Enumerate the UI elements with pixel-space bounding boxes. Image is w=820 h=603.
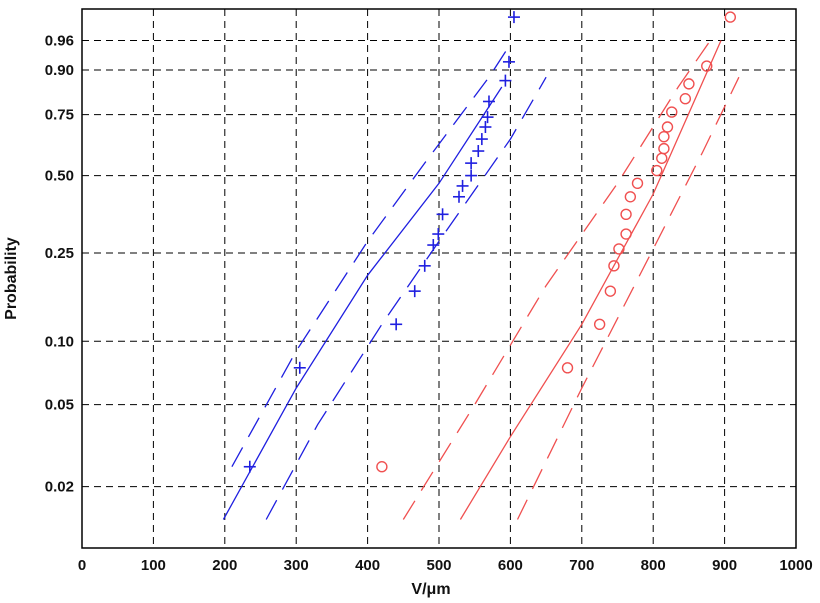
plus-marker: [465, 157, 478, 170]
y-tick-label: 0.10: [45, 333, 74, 350]
plus-marker: [481, 111, 494, 124]
circle-marker: [661, 121, 674, 133]
x-tick-label: 0: [78, 557, 86, 574]
x-tick-label: 800: [641, 557, 666, 574]
y-axis-title: Probability: [3, 237, 20, 320]
circle-marker: [701, 60, 713, 72]
circle-marker: [724, 11, 737, 23]
x-tick-label: 200: [212, 557, 237, 574]
circle-marker: [656, 152, 668, 164]
circle-marker: [666, 106, 678, 118]
plus-marker: [475, 133, 488, 146]
fit-line: [222, 86, 503, 520]
x-tick-labels: 0 100 200 300 400 500 600 700 800 900 1000: [78, 557, 813, 574]
circle-marker: [604, 285, 617, 297]
plus-marker: [293, 361, 306, 374]
plus-marker: [436, 208, 449, 221]
x-tick-label: 500: [426, 557, 451, 574]
circle-marker: [561, 362, 574, 374]
plus-marker: [427, 239, 440, 252]
circle-marker: [651, 164, 663, 177]
fit-line: [459, 40, 722, 520]
x-tick-label: 400: [355, 557, 380, 574]
y-tick-label: 0.25: [45, 245, 74, 262]
plus-marker: [432, 228, 445, 241]
x-tick-label: 900: [712, 557, 737, 574]
y-tick-labels: 0.02 0.05 0.10 0.25 0.50 0.75 0.90 0.96: [45, 33, 74, 496]
plus-marker: [482, 95, 495, 108]
y-tick-label: 0.75: [45, 107, 74, 124]
circle-marker: [658, 142, 670, 155]
circle-marker: [620, 208, 632, 221]
plus-marker: [465, 169, 478, 182]
x-tick-label: 700: [569, 557, 594, 574]
y-tick-label: 0.50: [45, 168, 74, 185]
fit-lines: [222, 40, 722, 520]
x-tick-label: 300: [284, 557, 309, 574]
data-points: [243, 11, 737, 473]
plus-marker: [243, 460, 256, 473]
circle-marker: [613, 243, 625, 255]
x-axis-title: V/μm: [411, 581, 450, 598]
x-tick-label: 100: [141, 557, 166, 574]
y-tick-label: 0.90: [45, 62, 74, 79]
confidence-bounds: [231, 40, 740, 520]
circle-marker: [679, 93, 692, 105]
circle-marker: [608, 260, 620, 272]
plus-marker: [499, 74, 512, 87]
circle-marker: [683, 78, 695, 90]
upper-bound-line: [402, 40, 711, 520]
grid: [82, 9, 796, 548]
y-tick-label: 0.96: [45, 33, 74, 50]
plus-marker: [472, 145, 485, 158]
x-tick-label: 600: [498, 557, 523, 574]
plus-marker: [390, 318, 403, 331]
lower-bound-line: [265, 76, 547, 520]
circle-marker: [620, 228, 632, 240]
plus-marker: [507, 11, 520, 24]
circle-marker: [624, 191, 637, 203]
plus-marker: [452, 190, 465, 203]
plus-marker: [408, 285, 421, 298]
lower-bound-line: [516, 76, 740, 520]
circle-marker: [593, 318, 606, 330]
plus-marker: [502, 55, 515, 68]
circle-marker: [658, 130, 670, 143]
plus-marker: [479, 121, 492, 134]
y-tick-label: 0.02: [45, 479, 74, 496]
x-tick-label: 1000: [779, 557, 812, 574]
circle-marker: [376, 461, 388, 473]
plus-marker: [418, 259, 431, 272]
plot-frame: [81, 8, 797, 549]
y-tick-label: 0.05: [45, 397, 74, 414]
circle-marker: [631, 177, 644, 190]
plus-marker: [456, 179, 469, 192]
upper-bound-line: [231, 49, 508, 468]
